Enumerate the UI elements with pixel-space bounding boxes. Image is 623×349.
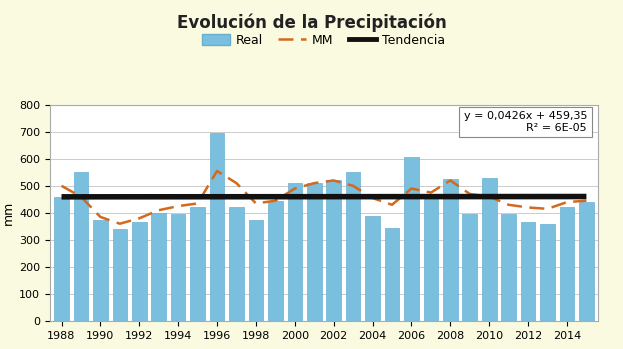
Bar: [93, 220, 108, 321]
Bar: [482, 178, 497, 321]
Bar: [579, 202, 594, 321]
Bar: [365, 216, 380, 321]
Bar: [229, 207, 244, 321]
Y-axis label: mm: mm: [2, 201, 15, 225]
Bar: [287, 183, 302, 321]
Legend: Real, MM, Tendencia: Real, MM, Tendencia: [197, 29, 450, 52]
Bar: [171, 214, 186, 321]
Bar: [326, 180, 341, 321]
Bar: [54, 197, 69, 321]
Bar: [404, 157, 419, 321]
Bar: [385, 228, 399, 321]
Bar: [502, 214, 516, 321]
Bar: [151, 213, 166, 321]
Bar: [346, 172, 361, 321]
Bar: [424, 199, 438, 321]
Bar: [132, 222, 146, 321]
Bar: [268, 201, 283, 321]
Bar: [113, 229, 127, 321]
Bar: [210, 133, 224, 321]
Bar: [307, 183, 321, 321]
Bar: [540, 224, 555, 321]
Bar: [521, 222, 535, 321]
Text: y = 0,0426x + 459,35
R² = 6E-05: y = 0,0426x + 459,35 R² = 6E-05: [464, 111, 587, 133]
Text: Evolución de la Precipitación: Evolución de la Precipitación: [177, 14, 446, 32]
Bar: [74, 172, 88, 321]
Bar: [443, 179, 458, 321]
Bar: [462, 214, 477, 321]
Bar: [249, 220, 263, 321]
Bar: [190, 207, 205, 321]
Bar: [559, 207, 574, 321]
